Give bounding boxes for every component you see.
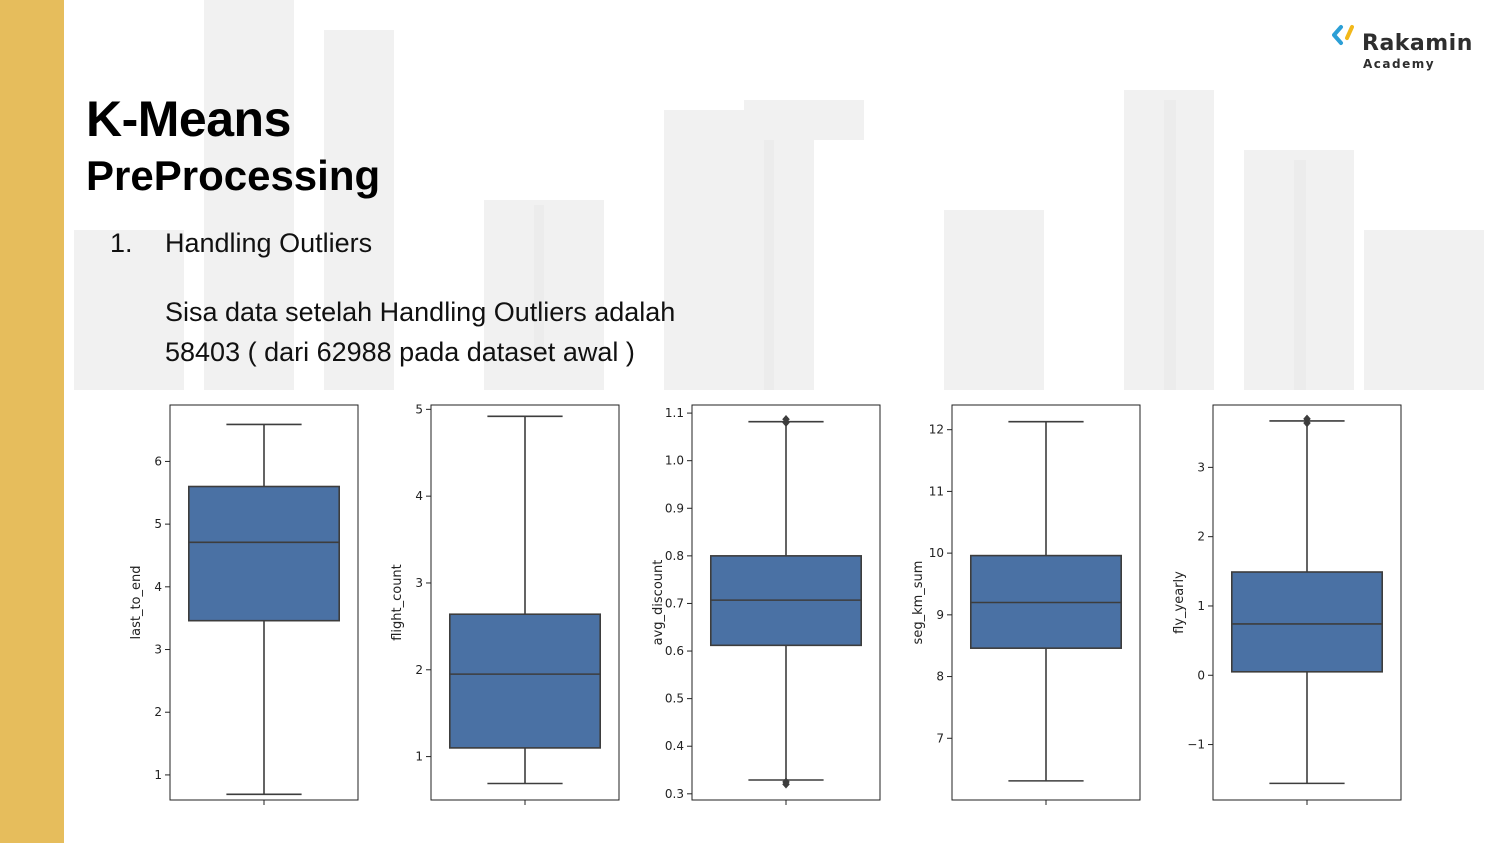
- y-tick-label: 1.0: [665, 454, 684, 468]
- y-tick-label: 1: [1197, 599, 1205, 613]
- boxplot-flight_count: 1 2 3 4 5 flight_count: [390, 402, 620, 805]
- slide-title: K-Means: [86, 91, 291, 147]
- logo-subtitle: Academy: [1363, 57, 1436, 71]
- boxplot-figure: 1 2 3 4 5 6 last_to_end 1 2 3 4 5 flight_count 0.3 0.4…: [115, 392, 1420, 812]
- y-tick-label: −1: [1187, 738, 1205, 752]
- boxplot-fly_yearly: −1 0 1 2 3 fly_yearly: [1172, 404, 1402, 805]
- y-tick-label: 3: [1197, 460, 1205, 474]
- outlier-point: [782, 414, 790, 424]
- y-axis-label: last_to_end: [129, 566, 144, 640]
- y-tick-label: 8: [936, 670, 944, 684]
- y-tick-label: 4: [154, 580, 162, 594]
- y-tick-label: 10: [929, 546, 944, 560]
- iqr-box: [448, 613, 601, 749]
- y-tick-label: 2: [1197, 530, 1205, 544]
- y-tick-label: 2: [154, 705, 162, 719]
- y-tick-label: 9: [936, 608, 944, 622]
- y-tick-label: 11: [929, 484, 944, 498]
- logo-name: Rakamin: [1362, 31, 1473, 56]
- boxplot-svg: 123456last_to_end12345flight_count0.30.4…: [129, 402, 1402, 805]
- outlier-point: [1303, 414, 1311, 424]
- y-tick-label: 0.7: [665, 596, 684, 610]
- boxplot-seg_km_sum: 7 8 9 10 11 12 seg_km_sum: [911, 404, 1141, 805]
- boxplot-avg_discount: 0.3 0.4 0.5 0.6 0.7 0.8 0.9 1.0 1.1 avg_discount: [651, 404, 881, 805]
- boxplot-last_to_end: 1 2 3 4 5 6 last_to_end: [129, 404, 359, 805]
- y-tick-label: 3: [415, 576, 423, 590]
- y-tick-label: 5: [415, 402, 423, 416]
- y-tick-label: 4: [415, 489, 423, 503]
- list-item-text: Handling Outliers: [165, 228, 373, 258]
- iqr-box: [1231, 571, 1384, 673]
- y-axis-label: avg_discount: [651, 560, 666, 646]
- rakamin-logo: Rakamin Academy: [1330, 22, 1480, 76]
- slide-subtitle: PreProcessing: [86, 152, 381, 199]
- y-axis-label: flight_count: [390, 564, 405, 641]
- outlier-point: [782, 777, 790, 787]
- y-tick-label: 1: [154, 768, 162, 782]
- y-tick-label: 3: [154, 643, 162, 657]
- y-tick-label: 0: [1197, 668, 1205, 682]
- y-tick-label: 7: [936, 731, 944, 745]
- y-tick-label: 0.8: [665, 549, 684, 563]
- summary-paragraph: Sisa data setelah Handling Outliers adal…: [165, 292, 865, 372]
- y-tick-label: 0.3: [665, 787, 684, 801]
- left-accent-bar: [0, 0, 64, 843]
- city-skyline-background: [74, 0, 1484, 390]
- y-tick-label: 2: [415, 663, 423, 677]
- y-tick-label: 0.5: [665, 692, 684, 706]
- y-tick-label: 5: [154, 517, 162, 531]
- iqr-box: [188, 485, 340, 622]
- y-tick-label: 6: [154, 454, 162, 468]
- y-tick-label: 0.4: [665, 739, 684, 753]
- y-tick-label: 12: [929, 423, 944, 437]
- summary-line-1: Sisa data setelah Handling Outliers adal…: [165, 297, 676, 327]
- list-item-number: 1.: [110, 228, 133, 258]
- y-axis-label: fly_yearly: [1172, 571, 1187, 634]
- y-tick-label: 1: [415, 750, 423, 764]
- y-axis-label: seg_km_sum: [911, 561, 926, 645]
- y-tick-label: 1.1: [665, 406, 684, 420]
- y-tick-label: 0.9: [665, 501, 684, 515]
- summary-line-2: 58403 ( dari 62988 pada dataset awal ): [165, 337, 635, 367]
- y-tick-label: 0.6: [665, 644, 684, 658]
- rakamin-logo-icon: [1332, 25, 1354, 45]
